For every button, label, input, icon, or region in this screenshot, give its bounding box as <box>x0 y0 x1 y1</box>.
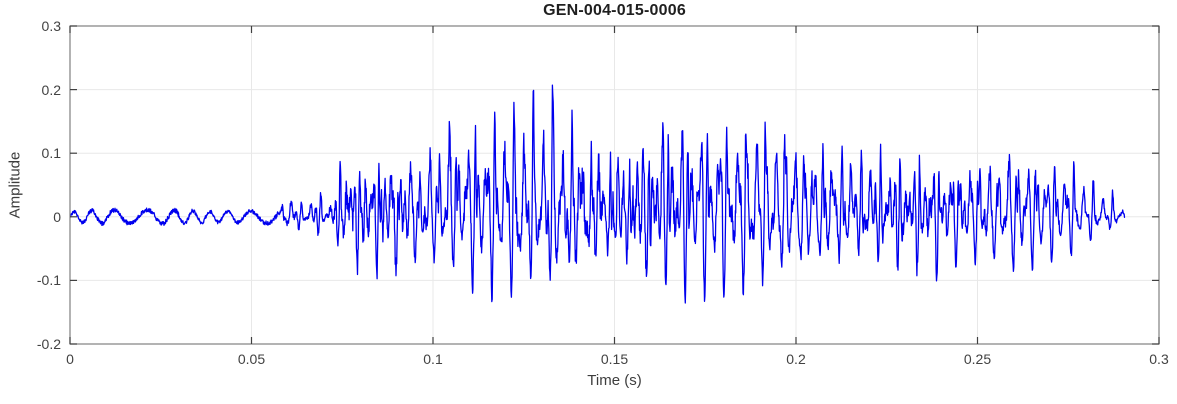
y-tick-label: -0.2 <box>36 336 61 352</box>
y-tick-label: 0 <box>53 208 61 225</box>
y-tick-label: -0.1 <box>36 272 61 289</box>
x-tick-label: 0.25 <box>963 351 992 367</box>
x-tick-label: 0.2 <box>786 351 806 367</box>
y-tick-label: 0.2 <box>41 81 61 98</box>
x-axis-label: Time (s) <box>587 372 642 389</box>
chart-title: GEN-004-015-0006 <box>543 2 686 19</box>
x-tick-label: 0 <box>66 351 74 367</box>
x-tick-label: 0.1 <box>423 351 443 367</box>
y-tick-label: 0.1 <box>41 145 61 162</box>
x-tick-label: 0.05 <box>237 351 266 367</box>
y-tick-label: 0.3 <box>41 18 61 34</box>
x-tick-label: 0.3 <box>1149 351 1169 367</box>
x-tick-label: 0.15 <box>600 351 629 367</box>
